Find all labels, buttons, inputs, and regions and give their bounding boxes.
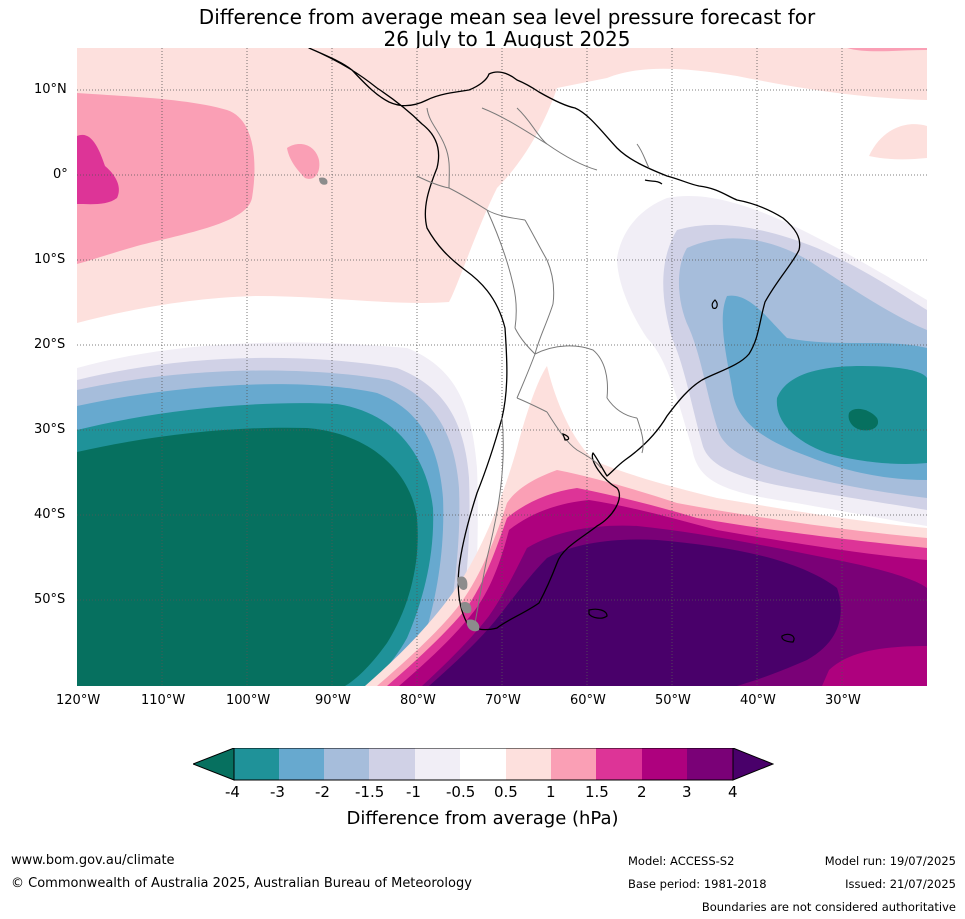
lon-tick-110w: 110°W: [141, 693, 186, 708]
lon-tick-100w: 100°W: [226, 693, 271, 708]
zone-below-neg-4-atlantic: [848, 408, 879, 431]
lat-tick-50s: 50°S: [34, 592, 66, 607]
colorbar-label: 3: [682, 783, 692, 801]
zone-2-3-southeast: [822, 646, 927, 686]
model-run-date: Model run: 19/07/2025: [824, 854, 956, 868]
colorbar-label: 2: [637, 783, 647, 801]
colorbar: [193, 748, 774, 781]
colorbar-label: 1: [546, 783, 556, 801]
lon-tick-30w: 30°W: [825, 693, 861, 708]
colorbar-label: 4: [728, 783, 738, 801]
map-title-line-2: 26 July to 1 August 2025: [383, 27, 631, 51]
colorbar-bin--3--2: [279, 748, 324, 780]
graticule: [77, 48, 927, 686]
zone-1-1.5-northeast: [847, 48, 927, 52]
map-title-line-1: Difference from average mean sea level p…: [198, 5, 816, 29]
country-boundaries: [416, 107, 650, 624]
colorbar-bin-1-1.5: [551, 748, 596, 780]
southern-chile-islands: [319, 177, 480, 632]
colorbar-label: -1: [406, 783, 421, 801]
colorbar-label: -0.5: [446, 783, 476, 801]
colorbar-bin-1.5-2: [596, 748, 642, 780]
colorbar-title: Difference from average (hPa): [346, 808, 619, 829]
lat-tick-10n: 10°N: [34, 82, 67, 97]
colorbar-bin--1.5--1: [369, 748, 415, 780]
lat-tick-30s: 30°S: [34, 422, 66, 437]
lon-tick-90w: 90°W: [315, 693, 351, 708]
colorbar-bin-2-3: [642, 748, 687, 780]
website-link[interactable]: www.bom.gov.au/climate: [11, 853, 175, 868]
colorbar-outline: [233, 748, 734, 781]
lat-tick-20s: 20°S: [34, 337, 66, 352]
colorbar-label: -1.5: [355, 783, 385, 801]
lon-tick-120w: 120°W: [56, 693, 101, 708]
issued-date: Issued: 21/07/2025: [845, 877, 956, 891]
boundaries-disclaimer: Boundaries are not considered authoritat…: [701, 900, 956, 914]
lon-tick-60w: 60°W: [570, 693, 606, 708]
model-name: Model: ACCESS-S2: [628, 854, 735, 868]
zone-1-1.5-northwest: [77, 93, 255, 264]
lat-tick-0: 0°: [53, 167, 68, 182]
colorbar-extend-high: [732, 748, 774, 781]
colorbar-bin--1--0.5: [415, 748, 460, 780]
pressure-anomaly-map: [77, 48, 927, 686]
colorbar-bin-0.5-1: [506, 748, 551, 780]
zone-0.5-1-east: [869, 124, 927, 160]
lon-tick-50w: 50°W: [655, 693, 691, 708]
lon-tick-70w: 70°W: [485, 693, 521, 708]
colorbar-extend-low: [193, 748, 235, 781]
colorbar-bin--4--3: [234, 748, 279, 780]
lat-tick-40s: 40°S: [34, 507, 66, 522]
colorbar-bin-3-4: [687, 748, 733, 780]
zone-0.5-1-north: [77, 48, 927, 323]
colorbar-label: -3: [270, 783, 285, 801]
zone-1-1.5-spot: [287, 144, 320, 179]
copyright-notice: © Commonwealth of Australia 2025, Austra…: [11, 876, 472, 891]
colorbar-label: -2: [315, 783, 330, 801]
zone-below-neg-4-pacific: [77, 427, 418, 686]
coast-details: [562, 179, 795, 643]
colorbar-label: -4: [225, 783, 240, 801]
base-period: Base period: 1981-2018: [628, 877, 767, 891]
zone-above-4-south: [429, 539, 841, 686]
south-america-coastline: [308, 48, 801, 631]
lon-tick-80w: 80°W: [400, 693, 436, 708]
colorbar-label: 1.5: [585, 783, 609, 801]
colorbar-label: 0.5: [494, 783, 518, 801]
colorbar-bin--0.5-0.5: [460, 748, 506, 780]
lat-tick-10s: 10°S: [34, 252, 66, 267]
zone-1.5-2-northwest: [77, 134, 119, 205]
lon-tick-40w: 40°W: [740, 693, 776, 708]
colorbar-bin--2--1.5: [324, 748, 369, 780]
